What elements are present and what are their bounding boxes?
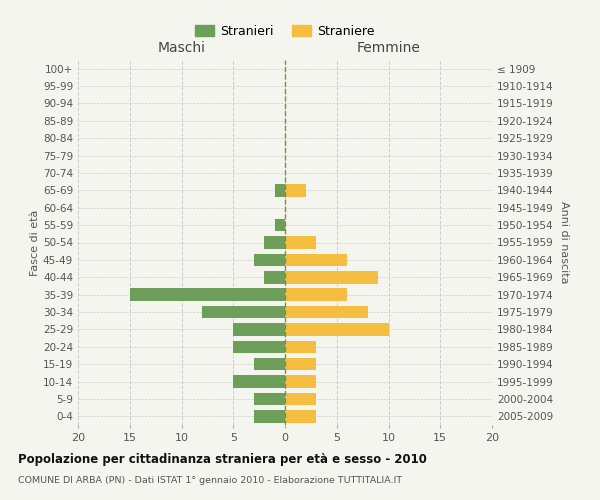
Bar bbox=[285, 323, 389, 336]
Bar bbox=[254, 254, 285, 266]
Bar bbox=[285, 254, 347, 266]
Text: COMUNE DI ARBA (PN) - Dati ISTAT 1° gennaio 2010 - Elaborazione TUTTITALIA.IT: COMUNE DI ARBA (PN) - Dati ISTAT 1° genn… bbox=[18, 476, 402, 485]
Legend: Stranieri, Straniere: Stranieri, Straniere bbox=[189, 19, 381, 44]
Bar bbox=[233, 323, 285, 336]
Bar bbox=[202, 306, 285, 318]
Bar bbox=[130, 288, 285, 301]
Bar bbox=[285, 358, 316, 370]
Bar bbox=[285, 288, 347, 301]
Bar bbox=[275, 184, 285, 196]
Y-axis label: Fasce di età: Fasce di età bbox=[30, 210, 40, 276]
Bar bbox=[254, 358, 285, 370]
Bar bbox=[285, 236, 316, 249]
Bar bbox=[275, 219, 285, 232]
Bar bbox=[233, 340, 285, 353]
Y-axis label: Anni di nascita: Anni di nascita bbox=[559, 201, 569, 284]
Bar bbox=[265, 236, 285, 249]
Bar bbox=[233, 376, 285, 388]
Bar bbox=[285, 376, 316, 388]
Bar bbox=[254, 392, 285, 405]
Bar bbox=[285, 340, 316, 353]
Bar bbox=[285, 306, 368, 318]
Bar bbox=[285, 410, 316, 422]
Bar bbox=[285, 392, 316, 405]
Text: Popolazione per cittadinanza straniera per età e sesso - 2010: Popolazione per cittadinanza straniera p… bbox=[18, 452, 427, 466]
Bar bbox=[285, 184, 306, 196]
Text: Femmine: Femmine bbox=[356, 41, 421, 55]
Bar bbox=[285, 271, 378, 283]
Bar bbox=[254, 410, 285, 422]
Bar bbox=[265, 271, 285, 283]
Text: Maschi: Maschi bbox=[157, 41, 205, 55]
